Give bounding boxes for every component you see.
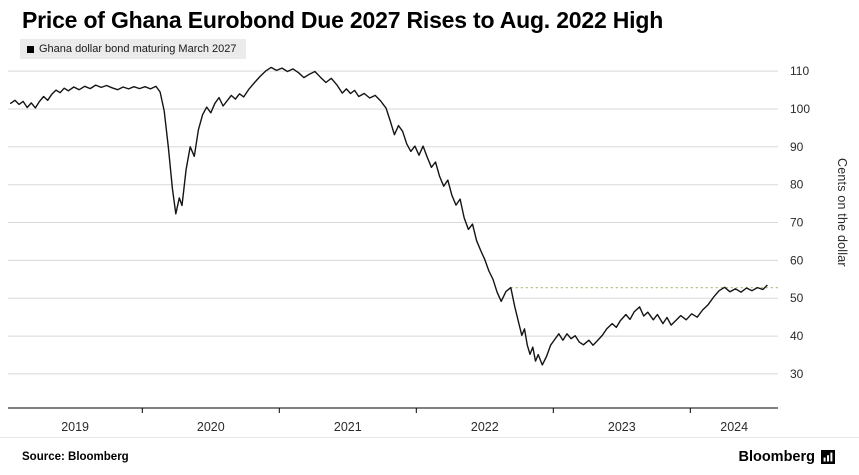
svg-text:110: 110 [790,64,809,78]
svg-text:80: 80 [790,178,804,192]
source-attribution: Source: Bloomberg [22,450,129,463]
bloomberg-wordmark: Bloomberg [738,448,815,465]
svg-text:30: 30 [790,367,804,381]
legend-square-marker-icon [27,45,34,53]
svg-text:70: 70 [790,216,804,230]
chart-title: Price of Ghana Eurobond Due 2027 Rises t… [22,7,664,33]
svg-text:2021: 2021 [334,420,362,434]
chart-footer: Source: Bloomberg Bloomberg [0,437,859,475]
svg-text:60: 60 [790,253,804,267]
bloomberg-logo[interactable]: Bloomberg [738,449,835,465]
svg-text:50: 50 [790,291,804,305]
svg-text:2023: 2023 [608,420,636,434]
svg-text:40: 40 [790,329,804,343]
svg-text:2019: 2019 [61,420,89,434]
chart-legend: Ghana dollar bond maturing March 2027 [20,39,246,59]
svg-text:2024: 2024 [720,420,748,434]
price-line-chart: 30 40 50 60 70 80 90 100 110 2019 2020 2021 2022 2023… [8,64,810,434]
svg-text:2022: 2022 [471,420,499,434]
svg-text:90: 90 [790,140,804,154]
svg-text:100: 100 [790,102,810,116]
bloomberg-chart-icon [821,449,835,464]
legend-label: Ghana dollar bond maturing March 2027 [39,43,237,55]
svg-text:2020: 2020 [197,420,225,434]
y-axis-label: Cents on the dollar [835,158,849,267]
